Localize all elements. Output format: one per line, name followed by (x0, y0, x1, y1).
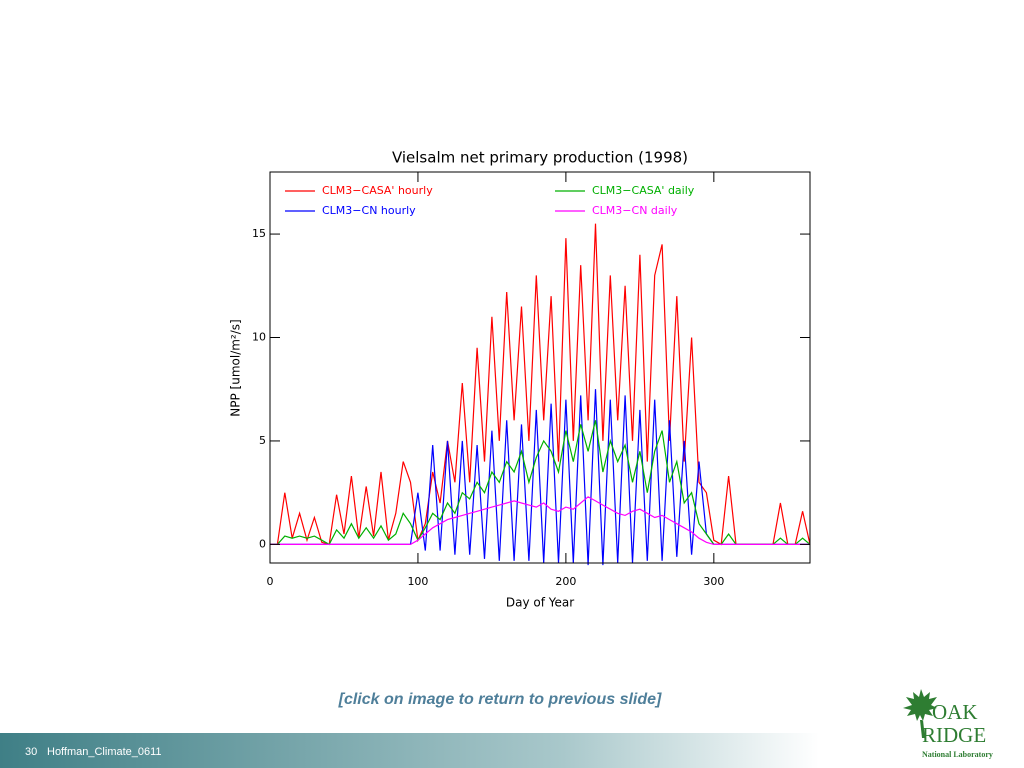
y-tick-label: 15 (252, 227, 266, 240)
x-tick-label: 100 (407, 575, 428, 588)
legend-label: CLM3−CN daily (592, 204, 678, 217)
plot-frame (269, 171, 811, 564)
y-tick-label: 0 (259, 537, 266, 550)
logo-oak: OAK (932, 700, 978, 724)
legend-label: CLM3−CN hourly (322, 204, 416, 217)
x-axis-label: Day of Year (506, 596, 574, 610)
series-line (270, 223, 811, 546)
y-axis-label: NPP [umol/m²/s] (229, 319, 243, 416)
logo-leaf (903, 689, 937, 738)
logo-lab: National Laboratory (922, 750, 993, 759)
x-tick-label: 300 (703, 575, 724, 588)
footer-text: Hoffman_Climate_0611 (47, 746, 162, 758)
logo: OAK RIDGE National Laboratory (903, 689, 993, 759)
y-tick-label: 10 (252, 331, 266, 344)
logo-ridge: RIDGE (922, 723, 986, 747)
y-tick-label: 5 (259, 434, 266, 447)
footer-bar (0, 733, 1024, 768)
series-line (270, 496, 810, 545)
chart: Vielsalm net primary production (1998) D… (229, 149, 811, 610)
x-tick-label: 0 (267, 575, 274, 588)
page-number: 30 (25, 746, 37, 758)
legend-label: CLM3−CASA' hourly (322, 184, 433, 197)
x-tick-label: 200 (555, 575, 576, 588)
chart-title: Vielsalm net primary production (1998) (392, 149, 688, 167)
caption-link[interactable]: [click on image to return to previous sl… (338, 691, 662, 708)
legend-label: CLM3−CASA' daily (592, 184, 695, 197)
